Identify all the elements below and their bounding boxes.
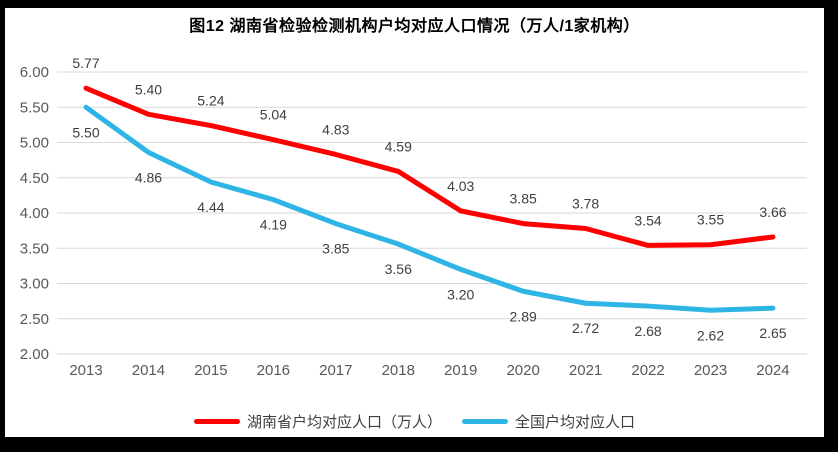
x-axis-tick-label: 2024 <box>756 362 789 379</box>
legend-label-national: 全国户均对应人口 <box>515 413 636 431</box>
y-axis-tick-label: 2.50 <box>20 311 49 328</box>
data-label: 5.50 <box>72 124 99 140</box>
x-axis-tick-label: 2019 <box>444 362 477 379</box>
data-label: 3.78 <box>572 196 599 212</box>
data-label: 2.68 <box>634 323 661 339</box>
data-label: 2.62 <box>697 327 724 343</box>
data-label: 5.04 <box>260 107 287 123</box>
data-label: 3.66 <box>759 204 786 220</box>
series-line-1 <box>83 104 776 313</box>
x-axis-tick-label: 2013 <box>69 362 102 379</box>
data-label: 5.24 <box>197 93 224 109</box>
y-axis-tick-label: 5.00 <box>20 135 49 152</box>
y-axis-tick-label: 6.00 <box>20 64 49 81</box>
x-axis-tick-label: 2014 <box>132 362 165 379</box>
x-axis-tick-label: 2016 <box>257 362 290 379</box>
data-label: 5.40 <box>135 81 162 97</box>
data-label: 3.55 <box>697 212 724 228</box>
y-axis-tick-label: 2.00 <box>20 346 49 363</box>
data-label: 2.72 <box>572 320 599 336</box>
legend-swatch-hunan <box>193 418 240 424</box>
data-label: 3.85 <box>510 191 537 207</box>
data-label: 3.54 <box>634 212 661 228</box>
chart-title: 图12 湖南省检验检测机构户均对应人口情况（万人/1家机构） <box>189 18 640 35</box>
data-label: 4.86 <box>135 169 162 185</box>
y-axis-tick-label: 3.50 <box>20 240 49 257</box>
data-label: 4.03 <box>447 178 474 194</box>
data-label: 3.85 <box>322 241 349 257</box>
data-label: 2.89 <box>510 308 537 324</box>
legend-item-hunan: 湖南省户均对应人口（万人） <box>193 411 442 432</box>
legend-label-hunan: 湖南省户均对应人口（万人） <box>246 413 442 431</box>
y-axis-tick-label: 4.50 <box>20 170 49 187</box>
data-label: 3.20 <box>447 286 474 302</box>
chart-legend: 湖南省户均对应人口（万人） 全国户均对应人口 <box>5 411 824 431</box>
x-axis-tick-label: 2017 <box>319 362 352 379</box>
data-label: 5.77 <box>72 55 99 71</box>
y-axis-tick-label: 3.00 <box>20 276 49 293</box>
y-axis-tick-label: 5.50 <box>20 99 49 116</box>
x-axis-tick-label: 2018 <box>382 362 415 379</box>
data-label: 4.19 <box>260 217 287 233</box>
line-chart: 2.00 2.50 3.00 3.50 4.00 4.50 5.00 5.50 6.00 2013… <box>20 55 807 379</box>
legend-item-national: 全国户均对应人口 <box>462 411 635 432</box>
chart-canvas: 图12 湖南省检验检测机构户均对应人口情况（万人/1家机构） 2.00 2.50 3… <box>5 8 824 437</box>
y-axis-tick-label: 4.00 <box>20 205 49 222</box>
data-label: 4.83 <box>322 121 349 137</box>
data-label: 3.56 <box>385 261 412 277</box>
x-axis-tick-label: 2021 <box>569 362 602 379</box>
x-axis-tick-label: 2015 <box>194 362 227 379</box>
x-axis-tick-label: 2023 <box>694 362 727 379</box>
x-axis-tick-label: 2020 <box>506 362 539 379</box>
data-label: 4.59 <box>385 138 412 154</box>
legend-swatch-national <box>462 418 508 424</box>
data-label: 4.44 <box>197 199 224 215</box>
data-label: 2.65 <box>759 325 786 341</box>
series-line-0 <box>83 85 776 248</box>
x-axis-tick-label: 2022 <box>631 362 664 379</box>
